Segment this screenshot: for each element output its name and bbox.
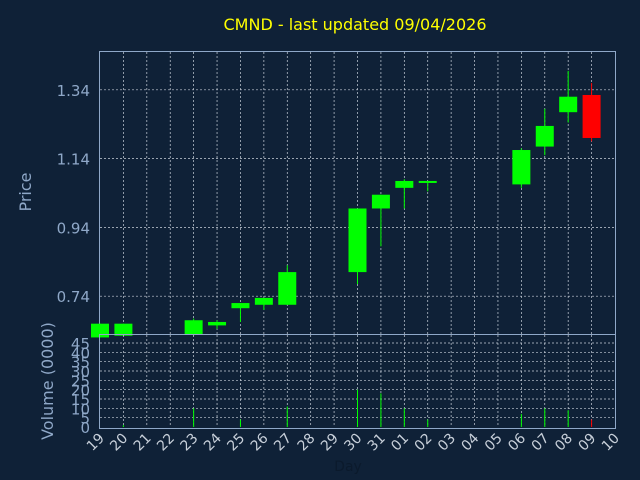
x-tick-label: 08 [552,431,576,455]
x-tick-label: 04 [458,430,482,454]
x-tick-label: 09 [575,431,599,455]
x-tick-label: 02 [412,431,436,455]
x-tick-label: 29 [318,431,342,455]
candle-body [184,320,203,334]
volume-y-tick-label: 40 [71,344,90,362]
candle-body [418,180,437,183]
candle-body [231,303,250,309]
x-tick-label: 10 [599,431,623,455]
price-candles [91,70,601,338]
price-y-axis-label: Price [16,172,35,211]
x-tick-label: 01 [388,431,412,455]
x-tick-label: 03 [435,431,459,455]
volume-y-tick-label: 25 [71,372,90,390]
price-y-tick-label: 0.94 [57,219,90,237]
volume-y-tick-label: 30 [71,363,90,381]
x-tick-label: 26 [248,430,272,454]
chart-title: CMND - last updated 09/04/2026 [224,15,487,34]
price-y-tick-label: 1.34 [57,82,90,100]
candle-body [582,94,601,138]
price-y-tick-label: 1.14 [57,151,90,169]
x-tick-label: 05 [482,431,506,455]
volume-y-axis-label: Volume (0000) [38,322,57,440]
candle-body [371,194,390,209]
candle-body [208,321,227,326]
x-tick-label: 22 [154,431,178,455]
x-tick-label: 27 [271,431,295,455]
price-grid [100,52,615,334]
candle-body [512,150,531,185]
x-tick-label: 20 [107,431,131,455]
volume-y-tick-label: 5 [80,410,90,428]
x-tick-label: 31 [365,431,389,455]
volume-y-tick-label: 35 [71,354,90,372]
candle-body [114,323,133,336]
candle-body [559,96,578,113]
candle-body [278,272,297,305]
x-tick-label: 21 [131,431,155,455]
volume-y-tick-label: 15 [71,391,90,409]
x-tick-label: 25 [224,431,248,455]
volume-y-tick-label: 0 [80,419,90,437]
x-tick-label: 24 [201,430,225,454]
price-y-tick-label: 0.74 [57,288,90,306]
candle-body [348,208,367,273]
volume-y-tick-label: 45 [71,335,90,353]
volume-plot-area [99,334,616,429]
candle-body [254,297,273,305]
x-tick-label: 23 [178,431,202,455]
volume-bars [122,389,593,427]
x-tick-labels: 19 20 21 22 23 24 25 26 27 28 29 30 31 01 02 03 04 05 06 07… [84,430,623,454]
x-tick-label: 07 [529,431,553,455]
x-tick-label: 30 [341,431,365,455]
x-tick-label: 06 [505,430,529,454]
x-tick-label: 28 [295,431,319,455]
volume-y-tick-label: 10 [71,400,90,418]
x-axis-label: Day [334,459,362,475]
volume-y-tick-label: 20 [71,382,90,400]
candle-body [535,125,554,147]
candle-body [395,180,414,188]
price-y-tick-labels: 0.74 0.94 1.14 1.34 [57,82,90,306]
